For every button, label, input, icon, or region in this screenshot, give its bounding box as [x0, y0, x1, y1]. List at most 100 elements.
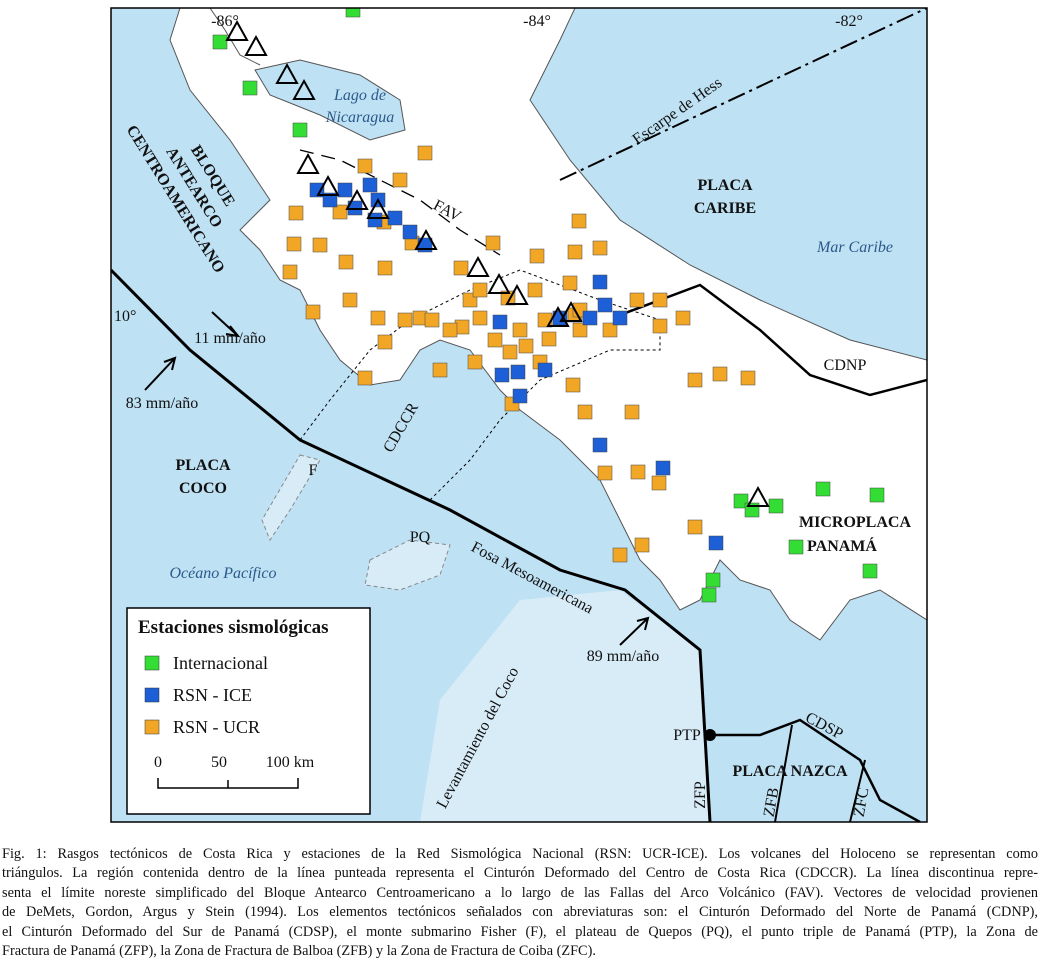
- volcano: [345, 188, 369, 210]
- legend: Estaciones sismológicas Internacional RS…: [126, 607, 371, 815]
- station: [592, 274, 608, 290]
- station: [518, 338, 534, 354]
- legend-swatch: [144, 687, 160, 703]
- station: [651, 475, 667, 491]
- volcano: [292, 78, 316, 100]
- station: [705, 572, 721, 588]
- label: Océano Pacífico: [169, 565, 276, 582]
- station: [675, 310, 691, 326]
- label: 89 mm/año: [587, 648, 659, 665]
- cdsp-line: [710, 718, 921, 822]
- lon-label: -86°: [211, 13, 239, 30]
- station: [869, 487, 885, 503]
- station: [629, 292, 645, 308]
- map: -86° -84° -82° 10° Lago de Nicaragua Esc…: [110, 7, 928, 823]
- label: ZFC: [851, 786, 873, 818]
- scale-label: 50: [211, 754, 227, 771]
- station: [512, 388, 528, 404]
- legend-item: RSN - UCR: [173, 717, 260, 737]
- arrow-83: [144, 356, 177, 391]
- station: [512, 322, 528, 338]
- station: [312, 237, 328, 253]
- station: [337, 182, 353, 198]
- station: [286, 236, 302, 252]
- station: [357, 370, 373, 386]
- station: [370, 310, 386, 326]
- stations: [212, 8, 885, 603]
- station: [527, 282, 543, 298]
- station: [305, 304, 321, 320]
- label: ZFP: [692, 781, 709, 809]
- fracture-zones: [774, 724, 866, 822]
- label: PLACA NAZCA: [732, 763, 848, 780]
- station: [572, 322, 588, 338]
- volcano: [296, 152, 320, 174]
- label: F: [309, 462, 318, 479]
- station: [708, 535, 724, 551]
- label: PANAMÁ: [807, 536, 877, 555]
- fisher-seamount: [261, 454, 321, 542]
- station: [733, 493, 749, 509]
- scale-bar: [157, 778, 299, 789]
- station: [494, 367, 510, 383]
- station: [338, 254, 354, 270]
- legend-item: Internacional: [173, 653, 268, 673]
- label: COCO: [179, 480, 227, 497]
- station: [442, 322, 458, 338]
- station: [472, 282, 488, 298]
- station: [571, 213, 587, 229]
- station: [432, 362, 448, 378]
- volcano: [244, 34, 268, 56]
- trench: [111, 268, 712, 822]
- volcano: [366, 197, 390, 219]
- station: [453, 260, 469, 276]
- station: [815, 481, 831, 497]
- station: [402, 224, 418, 240]
- station: [634, 537, 650, 553]
- label: MICROPLACA: [799, 514, 911, 531]
- lon-label: -84°: [523, 13, 551, 30]
- lon-label: -82°: [835, 13, 863, 30]
- volcano: [275, 62, 299, 84]
- label: ZFB: [761, 786, 783, 818]
- station: [712, 366, 728, 382]
- station: [562, 275, 578, 291]
- station: [701, 587, 717, 603]
- station: [537, 362, 553, 378]
- legend-swatch: [144, 719, 160, 735]
- station: [467, 354, 483, 370]
- station: [577, 404, 593, 420]
- station: [502, 344, 518, 360]
- caption-line: Fractura de Panamá (ZFP), la Zona de Fra…: [2, 943, 596, 960]
- label: PQ: [410, 529, 431, 546]
- caption-line: senta el límite noreste simplificado del…: [2, 884, 1038, 901]
- fav-line: [299, 149, 501, 256]
- station: [687, 519, 703, 535]
- station: [212, 34, 228, 50]
- station: [529, 248, 545, 264]
- station: [485, 235, 501, 251]
- station: [424, 312, 440, 328]
- station: [597, 297, 613, 313]
- station: [537, 312, 553, 328]
- station: [367, 212, 383, 228]
- caption-line: de DeMets, Gordon, Argus y Stein (1994).…: [2, 904, 1038, 921]
- station: [612, 310, 628, 326]
- station: [242, 80, 258, 96]
- station: [602, 322, 618, 338]
- station: [357, 158, 373, 174]
- legend-swatch: [144, 655, 160, 671]
- volcano: [505, 283, 529, 305]
- caption-line: el Cinturón Deformado del Sur de Panamá …: [2, 923, 1038, 940]
- label: CDNP: [824, 357, 867, 374]
- station: [630, 464, 646, 480]
- station: [345, 8, 361, 18]
- station: [332, 204, 348, 220]
- scale-label: 100 km: [266, 754, 315, 771]
- station: [282, 264, 298, 280]
- station: [687, 372, 703, 388]
- lat-label: 10°: [114, 308, 136, 325]
- lake-nicaragua: [254, 59, 406, 141]
- volcano: [746, 485, 770, 507]
- label: Nicaragua: [325, 109, 394, 126]
